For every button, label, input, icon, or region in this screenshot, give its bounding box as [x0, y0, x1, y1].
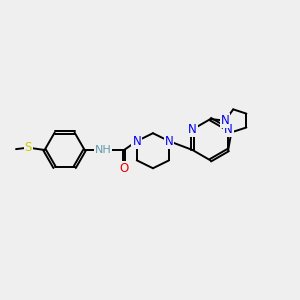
Text: O: O [119, 162, 129, 175]
Text: NH: NH [94, 145, 111, 155]
Text: N: N [221, 114, 230, 127]
Text: S: S [25, 141, 32, 154]
Text: N: N [224, 123, 233, 136]
Text: N: N [188, 123, 197, 136]
Text: N: N [165, 135, 173, 148]
Text: N: N [132, 135, 141, 148]
